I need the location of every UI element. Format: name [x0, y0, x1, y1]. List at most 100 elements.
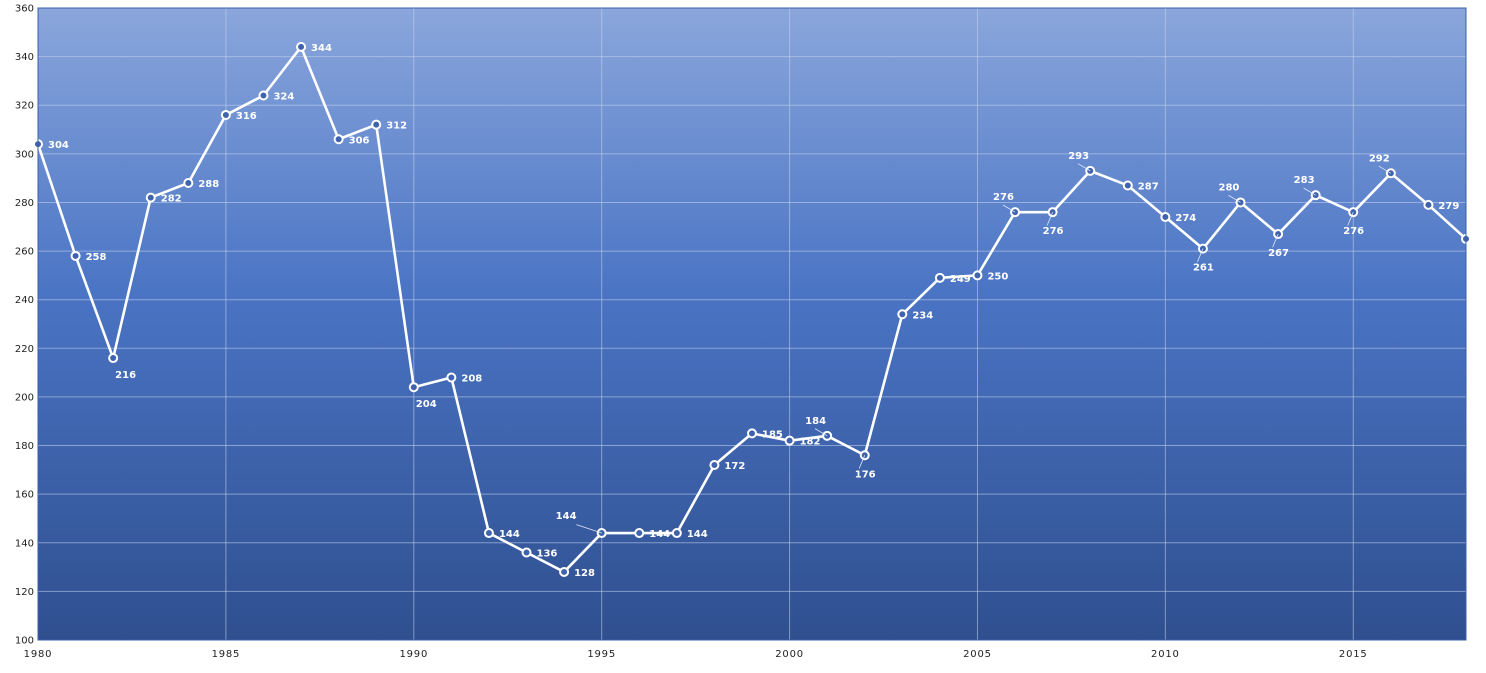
data-label: 304 [48, 140, 69, 151]
y-tick-label: 240 [15, 295, 34, 306]
y-tick-label: 280 [15, 198, 34, 209]
data-label: 276 [1043, 226, 1064, 237]
data-point [333, 134, 344, 145]
data-label: 280 [1219, 182, 1240, 193]
data-point [371, 119, 382, 130]
data-label: 283 [1294, 175, 1315, 186]
y-tick-label: 320 [15, 101, 34, 112]
data-point [784, 435, 795, 446]
x-tick-label: 2000 [775, 649, 804, 660]
data-label-leader [1272, 233, 1279, 248]
data-point [747, 428, 757, 439]
data-label: 216 [115, 370, 136, 381]
data-label-leader [1077, 163, 1091, 172]
data-label: 267 [1268, 248, 1289, 259]
data-label: 292 [1369, 153, 1390, 164]
data-label: 250 [987, 271, 1008, 282]
data-label: 344 [311, 43, 332, 54]
data-label-leader [1303, 187, 1316, 196]
data-point [220, 109, 231, 120]
data-label: 288 [198, 179, 219, 190]
data-label: 324 [273, 92, 294, 103]
data-labels: 304 258 216 282 288 316 324 344 306 312 204 208 144 1… [48, 43, 1486, 579]
y-tick-label: 300 [15, 149, 34, 160]
data-label: 261 [1193, 263, 1214, 274]
data-label: 265 [1472, 235, 1486, 246]
data-label-leader [814, 428, 828, 437]
data-label-leader [576, 524, 602, 534]
data-label: 144 [687, 529, 708, 540]
data-point [483, 528, 494, 539]
data-point [258, 90, 269, 101]
x-tick-label: 2010 [1151, 649, 1180, 660]
data-point [934, 272, 945, 283]
data-label-leader [858, 455, 866, 469]
x-tick-label: 2005 [963, 649, 992, 660]
data-label: 185 [762, 429, 783, 440]
data-label: 176 [855, 469, 876, 480]
x-tick-label: 2015 [1339, 649, 1368, 660]
y-tick-label: 340 [15, 52, 34, 63]
data-label: 258 [86, 252, 107, 263]
data-point [897, 309, 908, 320]
data-label: 276 [993, 192, 1014, 203]
data-label: 279 [1438, 201, 1459, 212]
x-tick-label: 1990 [399, 649, 428, 660]
data-label: 287 [1138, 181, 1159, 192]
y-tick-label: 180 [15, 441, 34, 452]
data-label: 316 [236, 111, 257, 122]
y-tick-label: 140 [15, 538, 34, 549]
x-tick-label: 1995 [587, 649, 616, 660]
data-label: 274 [1175, 213, 1196, 224]
data-label: 144 [556, 511, 577, 522]
data-point [671, 528, 682, 539]
data-label-leader [1347, 212, 1354, 226]
data-point [70, 250, 81, 261]
data-label-leader [1228, 194, 1241, 203]
data-point [1423, 199, 1434, 210]
y-tick-label: 220 [15, 344, 34, 355]
data-label-leader [1046, 212, 1053, 226]
data-label: 136 [537, 548, 558, 559]
data-label: 234 [912, 310, 933, 321]
data-point [972, 270, 983, 281]
data-label: 128 [574, 568, 595, 579]
data-label: 172 [724, 461, 745, 472]
y-tick-label: 200 [15, 392, 34, 403]
data-point [1160, 212, 1171, 223]
series-layer [33, 41, 1471, 577]
data-label-leader [1197, 248, 1204, 262]
data-label: 204 [416, 399, 437, 410]
data-label-leader [1378, 165, 1392, 174]
data-point [183, 178, 194, 189]
data-label: 249 [950, 274, 971, 285]
y-tick-label: 120 [15, 587, 34, 598]
axes: 100 120 140 160 180 200 220 240 260 280 300 320 340 3… [15, 4, 1368, 661]
data-point [709, 459, 720, 470]
data-point [108, 353, 119, 364]
data-label: 312 [386, 121, 407, 132]
data-point [446, 372, 457, 383]
plot-border [37, 7, 1467, 641]
data-point [1122, 180, 1133, 191]
data-label: 182 [800, 437, 821, 448]
y-tick-label: 360 [15, 4, 34, 15]
data-label: 144 [499, 529, 520, 540]
data-point [559, 566, 570, 577]
data-point [296, 41, 307, 52]
y-tick-label: 100 [15, 636, 34, 647]
y-tick-label: 260 [15, 247, 34, 258]
x-tick-label: 1980 [24, 649, 53, 660]
data-point [521, 547, 532, 558]
data-label: 306 [349, 135, 370, 146]
data-label-leader [1002, 204, 1016, 213]
data-label: 276 [1343, 226, 1364, 237]
data-label: 144 [649, 529, 670, 540]
data-label: 208 [461, 373, 482, 384]
data-label: 293 [1068, 151, 1089, 162]
data-point [408, 382, 419, 393]
data-point [634, 528, 645, 539]
data-label: 282 [161, 194, 182, 205]
